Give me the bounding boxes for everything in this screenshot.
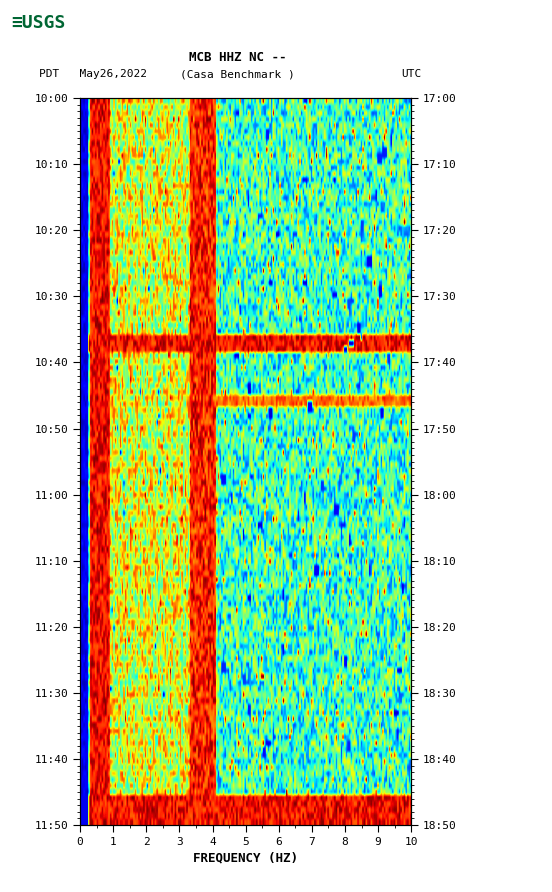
- Text: (Casa Benchmark ): (Casa Benchmark ): [180, 69, 295, 79]
- Text: ≡USGS: ≡USGS: [11, 14, 66, 32]
- Text: PDT   May26,2022: PDT May26,2022: [39, 69, 147, 79]
- X-axis label: FREQUENCY (HZ): FREQUENCY (HZ): [193, 851, 298, 864]
- Text: MCB HHZ NC --: MCB HHZ NC --: [189, 52, 286, 64]
- Text: UTC: UTC: [401, 69, 421, 79]
